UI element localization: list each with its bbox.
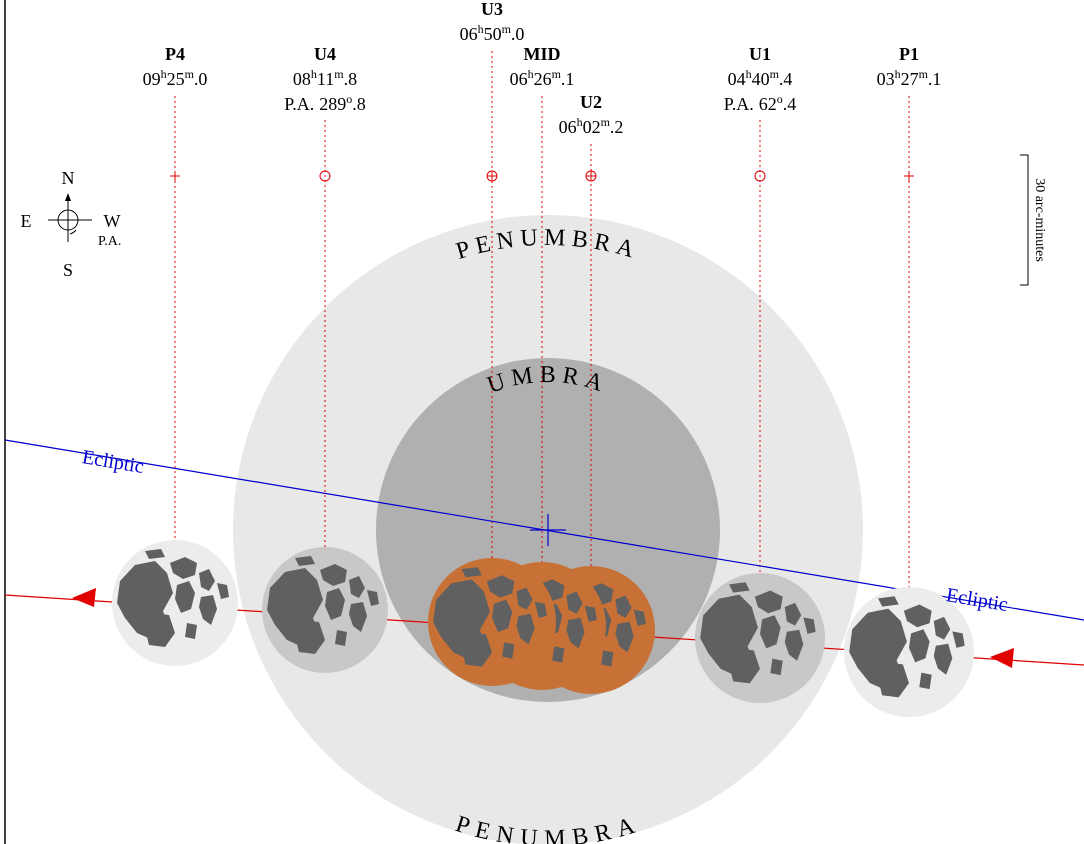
marker (754, 170, 766, 182)
contact-name: P4 (165, 44, 185, 64)
time-m: m (770, 67, 780, 81)
contact-time: 06h26m.1 (510, 67, 575, 89)
compass-pa: P.A. (98, 234, 121, 249)
time-m: m (334, 67, 344, 81)
time-m: m (552, 67, 562, 81)
time-h: h (161, 67, 167, 81)
contact-lines (174, 51, 910, 592)
time-hours: 03 (877, 69, 895, 89)
compass: N S E W P.A. (21, 168, 122, 280)
time-hours: 04 (728, 69, 746, 89)
time-minutes: 26 (534, 69, 552, 89)
compass-e: E (21, 211, 32, 231)
time-h: h (895, 67, 901, 81)
pa-tenths: .4 (783, 94, 797, 114)
compass-n: N (62, 168, 75, 188)
marker (486, 170, 498, 182)
contact-name: U2 (580, 92, 602, 112)
contact-time: 03h27m.1 (877, 67, 942, 89)
contact-time: 09h25m.0 (143, 67, 208, 89)
time-m: m (185, 67, 195, 81)
time-minutes: 11 (317, 69, 334, 89)
time-minutes: 02 (583, 117, 601, 137)
time-h: h (478, 22, 484, 36)
moon (428, 558, 556, 686)
marker (319, 170, 331, 182)
pa-degrees: 289 (319, 94, 346, 114)
pa-label: P.A. (724, 94, 754, 114)
time-h: h (746, 67, 752, 81)
time-hours: 06 (559, 117, 577, 137)
scale-bar: 30 arc-minutes (1020, 154, 1047, 286)
time-tenths: .1 (928, 69, 942, 89)
time-hours: 06 (510, 69, 528, 89)
time-m: m (601, 115, 611, 129)
scale-label: 30 arc-minutes (1032, 178, 1047, 262)
time-hours: 09 (143, 69, 161, 89)
pa-label: P.A. (284, 94, 314, 114)
pa-deg: o (346, 92, 352, 106)
time-minutes: 27 (901, 69, 919, 89)
time-tenths: .0 (194, 69, 208, 89)
contact-time: 04h40m.4 (728, 67, 793, 89)
time-m: m (919, 67, 929, 81)
pa-tenths: .8 (352, 94, 366, 114)
time-tenths: .4 (779, 69, 793, 89)
contact-name: U3 (481, 0, 503, 19)
time-tenths: .2 (610, 117, 624, 137)
pa-deg: o (777, 92, 783, 106)
time-m: m (502, 22, 512, 36)
arrow (990, 648, 1014, 668)
contact-name: U4 (314, 44, 336, 64)
moon (112, 540, 238, 666)
time-minutes: 40 (752, 69, 770, 89)
compass-s: S (63, 260, 73, 280)
compass-w: W (104, 211, 121, 231)
contact-pa: P.A. 289o.8 (284, 92, 366, 114)
time-tenths: .0 (511, 24, 525, 44)
contact-name: MID (524, 44, 561, 64)
time-tenths: .8 (344, 69, 358, 89)
contact-pa: P.A. 62o.4 (724, 92, 797, 114)
moon (695, 573, 825, 703)
time-minutes: 50 (484, 24, 502, 44)
pa-degrees: 62 (759, 94, 777, 114)
time-h: h (528, 67, 534, 81)
center-cross (530, 514, 566, 546)
contact-name: P1 (899, 44, 919, 64)
contact-name: U1 (749, 44, 771, 64)
time-h: h (311, 67, 317, 81)
time-h: h (577, 115, 583, 129)
arrow (72, 588, 96, 607)
time-hours: 06 (460, 24, 478, 44)
time-tenths: .1 (561, 69, 575, 89)
time-hours: 08 (293, 69, 311, 89)
contact-time: 06h02m.2 (559, 115, 624, 137)
moon (262, 547, 388, 673)
marker (585, 170, 597, 182)
contact-time: 06h50m.0 (460, 22, 525, 44)
time-minutes: 25 (167, 69, 185, 89)
contact-time: 08h11m.8 (293, 67, 357, 89)
